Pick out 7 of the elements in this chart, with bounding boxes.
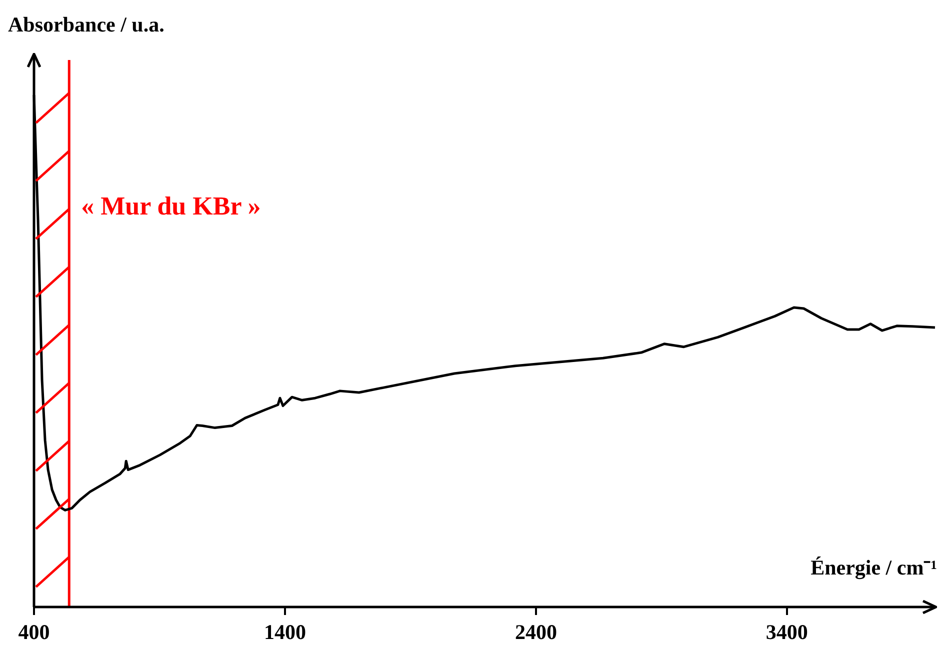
ref-line-label: « Mur du KBr » bbox=[81, 192, 261, 221]
x-axis-title: Énergie / cm⁻¹ bbox=[810, 555, 937, 580]
y-axis-title: Absorbance / u.a. bbox=[8, 12, 164, 36]
x-tick-label: 400 bbox=[18, 620, 50, 644]
x-tick-label: 1400 bbox=[264, 620, 306, 644]
x-tick-label: 3400 bbox=[766, 620, 808, 644]
x-tick-label: 2400 bbox=[514, 620, 557, 644]
